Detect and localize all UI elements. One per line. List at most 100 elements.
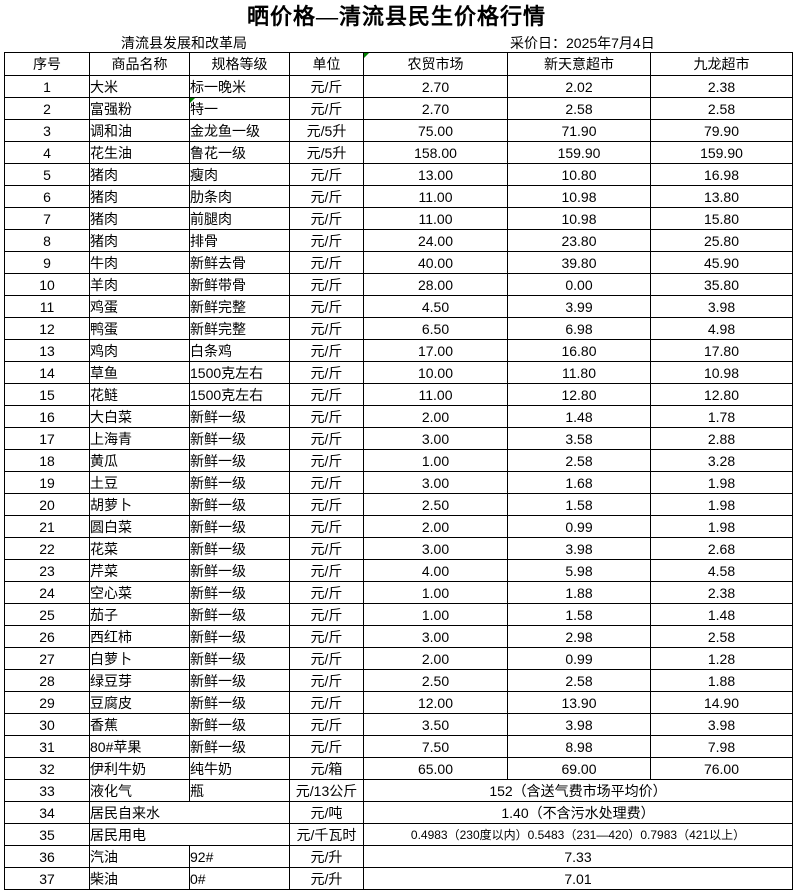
cell-unit[interactable]: 元/斤 xyxy=(289,735,364,758)
cell-index[interactable]: 10 xyxy=(4,273,90,296)
cell-index[interactable]: 34 xyxy=(4,801,90,824)
cell-index[interactable]: 13 xyxy=(4,339,90,362)
cell-price-xintianyi[interactable]: 1.68 xyxy=(507,471,651,494)
cell-price-market[interactable]: 2.00 xyxy=(363,405,508,428)
cell-price-xintianyi[interactable]: 16.80 xyxy=(507,339,651,362)
cell-spec[interactable]: 新鲜完整 xyxy=(189,317,290,340)
cell-spec[interactable]: 新鲜一级 xyxy=(189,471,290,494)
cell-product-name[interactable]: 猪肉 xyxy=(89,163,190,186)
cell-spec[interactable]: 新鲜一级 xyxy=(189,735,290,758)
cell-unit[interactable]: 元/斤 xyxy=(289,669,364,692)
cell-spec[interactable]: 新鲜一级 xyxy=(189,515,290,538)
cell-spec[interactable]: 新鲜一级 xyxy=(189,427,290,450)
cell-spec[interactable]: 新鲜一级 xyxy=(189,713,290,736)
cell-spec[interactable]: 瘦肉 xyxy=(189,163,290,186)
cell-index[interactable]: 33 xyxy=(4,779,90,802)
cell-unit[interactable]: 元/13公斤 xyxy=(289,779,364,802)
cell-price-market[interactable]: 40.00 xyxy=(363,251,508,274)
cell-product-name[interactable]: 草鱼 xyxy=(89,361,190,384)
cell-product-name[interactable]: 猪肉 xyxy=(89,229,190,252)
cell-index[interactable]: 11 xyxy=(4,295,90,318)
cell-price-market[interactable]: 17.00 xyxy=(363,339,508,362)
cell-index[interactable]: 22 xyxy=(4,537,90,560)
cell-index[interactable]: 24 xyxy=(4,581,90,604)
cell-product-name[interactable]: 富强粉 xyxy=(89,97,190,120)
cell-index[interactable]: 20 xyxy=(4,493,90,516)
cell-price-jiulong[interactable]: 45.90 xyxy=(650,251,793,274)
cell-spec[interactable]: 新鲜一级 xyxy=(189,625,290,648)
cell-price-market[interactable]: 12.00 xyxy=(363,691,508,714)
cell-price-market[interactable]: 3.50 xyxy=(363,713,508,736)
cell-product-name[interactable]: 80#苹果 xyxy=(89,735,190,758)
cell-index[interactable]: 28 xyxy=(4,669,90,692)
cell-price-jiulong[interactable]: 16.98 xyxy=(650,163,793,186)
cell-spec[interactable]: 白条鸡 xyxy=(189,339,290,362)
cell-price-xintianyi[interactable]: 3.98 xyxy=(507,713,651,736)
cell-product-name[interactable]: 西红柿 xyxy=(89,625,190,648)
cell-product-name[interactable]: 花生油 xyxy=(89,141,190,164)
cell-price-market[interactable]: 2.00 xyxy=(363,515,508,538)
cell-product-name[interactable]: 猪肉 xyxy=(89,207,190,230)
cell-price-market[interactable]: 1.00 xyxy=(363,449,508,472)
cell-product-name[interactable]: 豆腐皮 xyxy=(89,691,190,714)
cell-product-name[interactable]: 黄瓜 xyxy=(89,449,190,472)
cell-price-xintianyi[interactable]: 10.98 xyxy=(507,207,651,230)
cell-price-jiulong[interactable]: 4.98 xyxy=(650,317,793,340)
col-header-unit[interactable]: 单位 xyxy=(289,52,364,76)
cell-spec[interactable]: 前腿肉 xyxy=(189,207,290,230)
cell-spec[interactable]: 新鲜一级 xyxy=(189,405,290,428)
cell-spec[interactable]: 金龙鱼一级 xyxy=(189,119,290,142)
cell-price-market[interactable]: 3.00 xyxy=(363,471,508,494)
cell-spec[interactable]: 新鲜完整 xyxy=(189,295,290,318)
cell-unit[interactable]: 元/斤 xyxy=(289,207,364,230)
cell-unit[interactable]: 元/斤 xyxy=(289,295,364,318)
cell-index[interactable]: 32 xyxy=(4,757,90,780)
cell-price-market[interactable]: 75.00 xyxy=(363,119,508,142)
cell-spec[interactable]: 新鲜一级 xyxy=(189,647,290,670)
cell-spec[interactable]: 1500克左右 xyxy=(189,383,290,406)
cell-unit[interactable]: 元/斤 xyxy=(289,559,364,582)
cell-spec[interactable]: 新鲜一级 xyxy=(189,669,290,692)
cell-price-xintianyi[interactable]: 2.58 xyxy=(507,669,651,692)
cell-price-xintianyi[interactable]: 10.80 xyxy=(507,163,651,186)
cell-unit[interactable]: 元/斤 xyxy=(289,361,364,384)
cell-price-xintianyi[interactable]: 1.88 xyxy=(507,581,651,604)
cell-spec[interactable]: 鲁花一级 xyxy=(189,141,290,164)
col-header-product[interactable]: 商品名称 xyxy=(89,52,190,76)
cell-price-market[interactable]: 6.50 xyxy=(363,317,508,340)
cell-index[interactable]: 12 xyxy=(4,317,90,340)
cell-index[interactable]: 31 xyxy=(4,735,90,758)
cell-price-xintianyi[interactable]: 1.48 xyxy=(507,405,651,428)
cell-product-name[interactable]: 伊利牛奶 xyxy=(89,757,190,780)
cell-price-xintianyi[interactable]: 0.00 xyxy=(507,273,651,296)
cell-price-market[interactable]: 7.50 xyxy=(363,735,508,758)
cell-spec[interactable]: 纯牛奶 xyxy=(189,757,290,780)
cell-product-name[interactable]: 调和油 xyxy=(89,119,190,142)
cell-index[interactable]: 8 xyxy=(4,229,90,252)
cell-index[interactable]: 16 xyxy=(4,405,90,428)
cell-price-merged[interactable]: 7.33 xyxy=(363,845,793,868)
cell-spec[interactable]: 新鲜一级 xyxy=(189,493,290,516)
cell-spec[interactable]: 新鲜一级 xyxy=(189,559,290,582)
cell-price-xintianyi[interactable]: 71.90 xyxy=(507,119,651,142)
cell-price-xintianyi[interactable]: 2.02 xyxy=(507,75,651,98)
cell-product-name[interactable]: 大米 xyxy=(89,75,190,98)
cell-unit[interactable]: 元/斤 xyxy=(289,713,364,736)
cell-price-market[interactable]: 1.00 xyxy=(363,581,508,604)
cell-unit[interactable]: 元/斤 xyxy=(289,273,364,296)
cell-spec[interactable]: 新鲜一级 xyxy=(189,449,290,472)
cell-unit[interactable]: 元/箱 xyxy=(289,757,364,780)
cell-price-xintianyi[interactable]: 12.80 xyxy=(507,383,651,406)
cell-index[interactable]: 18 xyxy=(4,449,90,472)
cell-unit[interactable]: 元/升 xyxy=(289,845,364,868)
cell-price-jiulong[interactable]: 2.38 xyxy=(650,581,793,604)
cell-product-name[interactable]: 液化气 xyxy=(89,779,190,802)
cell-price-xintianyi[interactable]: 3.98 xyxy=(507,537,651,560)
cell-spec[interactable]: 0# xyxy=(189,867,290,890)
cell-price-xintianyi[interactable]: 3.58 xyxy=(507,427,651,450)
cell-index[interactable]: 7 xyxy=(4,207,90,230)
cell-price-market[interactable]: 28.00 xyxy=(363,273,508,296)
cell-unit[interactable]: 元/斤 xyxy=(289,75,364,98)
cell-unit[interactable]: 元/斤 xyxy=(289,537,364,560)
cell-product-name[interactable]: 上海青 xyxy=(89,427,190,450)
